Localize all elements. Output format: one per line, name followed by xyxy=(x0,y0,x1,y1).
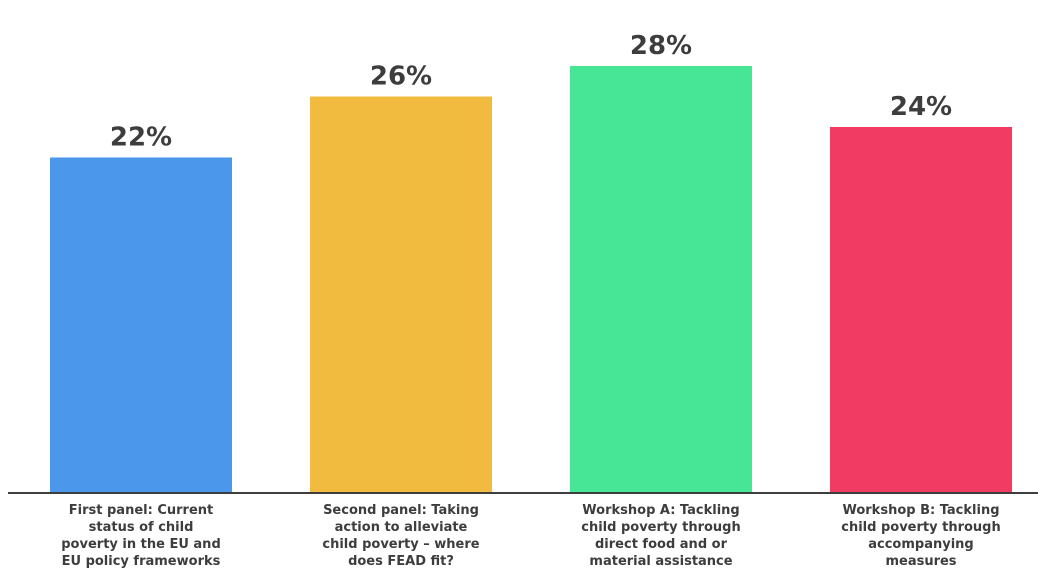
category-label-2: Second panel: Taking action to alleviate c… xyxy=(322,503,479,569)
category-label-line: accompanying xyxy=(868,537,974,552)
bar-1 xyxy=(50,157,232,493)
value-labels-layer: 22% 26% 28% 24% xyxy=(110,31,952,153)
category-label-1: First panel: Current status of child pover… xyxy=(61,503,221,569)
category-label-line: Second panel: Taking xyxy=(323,503,479,518)
category-label-4: Workshop B: Tackling child poverty throug… xyxy=(841,503,1001,569)
category-labels-layer: First panel: Current status of child pover… xyxy=(61,503,1001,569)
category-label-line: EU policy frameworks xyxy=(62,554,221,569)
category-label-line: direct food and or xyxy=(595,537,728,552)
category-label-line: Workshop B: Tackling xyxy=(842,503,999,518)
bars-layer xyxy=(50,66,1012,493)
bar-2 xyxy=(310,96,492,493)
category-label-3: Workshop A: Tackling child poverty throug… xyxy=(581,503,741,569)
category-label-line: status of child xyxy=(89,520,194,535)
category-label-line: First panel: Current xyxy=(69,503,213,518)
category-label-line: child poverty – where xyxy=(322,537,479,552)
category-label-line: Workshop A: Tackling xyxy=(582,503,739,518)
value-label-3: 28% xyxy=(630,31,692,61)
bar-3 xyxy=(570,66,752,493)
category-label-line: action to alleviate xyxy=(335,520,468,535)
value-label-2: 26% xyxy=(370,62,432,92)
bar-4 xyxy=(830,127,1012,493)
category-label-line: does FEAD fit? xyxy=(348,554,454,569)
category-label-line: material assistance xyxy=(589,554,732,569)
value-label-1: 22% xyxy=(110,123,172,153)
category-label-line: measures xyxy=(885,554,956,569)
category-label-line: child poverty through xyxy=(841,520,1001,535)
category-label-line: poverty in the EU and xyxy=(61,537,221,552)
value-label-4: 24% xyxy=(890,92,952,122)
category-label-line: child poverty through xyxy=(581,520,741,535)
